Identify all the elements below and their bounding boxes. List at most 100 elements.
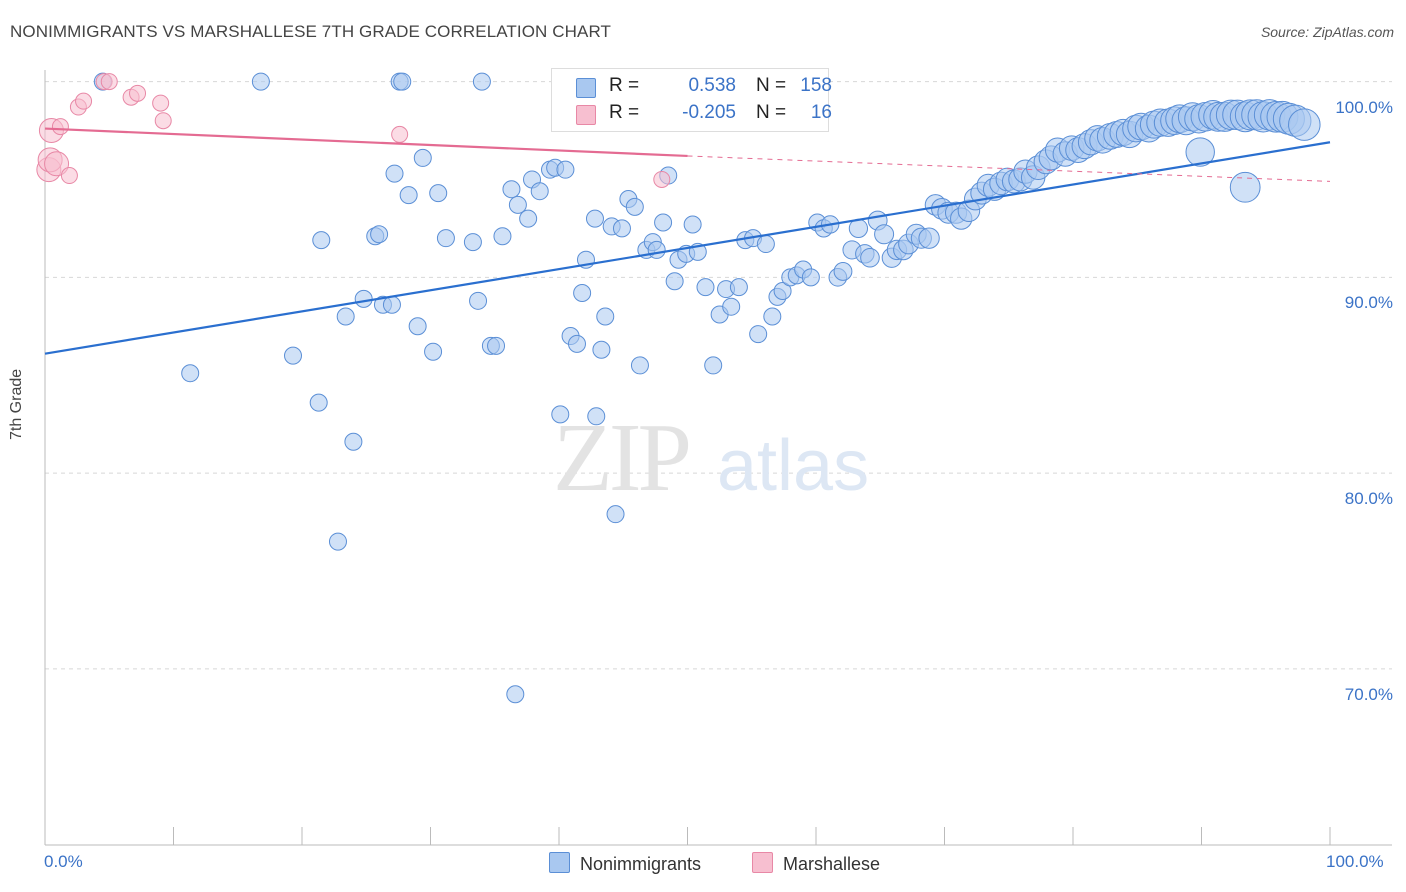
point-nonimmigrants (704, 356, 723, 375)
source-label: Source: ZipAtlas.com (1260, 24, 1394, 40)
point-nonimmigrants (683, 215, 702, 234)
axes (44, 70, 1392, 846)
legend-label: Nonimmigrants (580, 854, 702, 874)
point-nonimmigrants (722, 297, 741, 316)
point-nonimmigrants (382, 295, 401, 314)
point-nonimmigrants (556, 160, 575, 179)
legend-r-label: R = (609, 75, 640, 96)
trend-lines (44, 127, 1331, 355)
point-nonimmigrants (696, 278, 715, 297)
legend-n-value: 158 (800, 75, 832, 96)
legend-swatch-blue (549, 852, 570, 873)
point-nonimmigrants (573, 283, 592, 302)
legend-n-label: N = (756, 102, 787, 123)
point-marshallese (129, 84, 147, 102)
series-nonimmigrants (93, 72, 1321, 704)
point-nonimmigrants (763, 307, 782, 326)
point-nonimmigrants (354, 289, 373, 308)
x-tick-label-max: 100.0% (1326, 852, 1384, 871)
point-nonimmigrants (408, 317, 427, 336)
point-nonimmigrants (469, 291, 488, 310)
point-nonimmigrants (502, 180, 521, 199)
watermark-atlas: atlas (717, 426, 869, 506)
point-marshallese (44, 151, 70, 177)
point-nonimmigrants (312, 231, 331, 250)
point-nonimmigrants (647, 240, 666, 259)
trend-line-nonimmigrants (44, 141, 1331, 355)
point-marshallese (100, 73, 118, 91)
point-nonimmigrants (551, 405, 570, 424)
point-nonimmigrants (519, 209, 538, 228)
point-nonimmigrants (413, 148, 432, 167)
point-marshallese (653, 170, 671, 188)
point-nonimmigrants (370, 225, 389, 244)
point-nonimmigrants (493, 227, 512, 246)
point-nonimmigrants (612, 219, 631, 238)
point-nonimmigrants (506, 685, 525, 704)
point-nonimmigrants (436, 229, 455, 248)
point-nonimmigrants (592, 340, 611, 359)
point-nonimmigrants (756, 235, 775, 254)
watermark: ZIP atlas (553, 404, 869, 512)
point-nonimmigrants (860, 247, 880, 268)
point-nonimmigrants (874, 224, 895, 245)
legend-swatch-pink (576, 105, 596, 125)
point-nonimmigrants (1185, 137, 1215, 167)
series-marshallese (36, 73, 671, 188)
point-nonimmigrants (328, 532, 347, 551)
point-nonimmigrants (833, 262, 853, 281)
grid-lines (45, 81, 1392, 670)
point-nonimmigrants (463, 233, 482, 252)
point-nonimmigrants (665, 272, 684, 291)
legend-r-value: 0.538 (688, 75, 736, 96)
legend-item-marshallese[interactable]: Marshallese (752, 852, 880, 875)
point-nonimmigrants (344, 432, 363, 451)
point-marshallese (152, 94, 170, 112)
y-tick-label: 70.0% (1344, 684, 1393, 704)
legend-item-nonimmigrants[interactable]: Nonimmigrants (549, 852, 701, 875)
point-nonimmigrants (606, 505, 625, 524)
point-nonimmigrants (399, 186, 418, 205)
point-marshallese (60, 167, 78, 185)
watermark-zip: ZIP (553, 404, 688, 512)
point-nonimmigrants (336, 307, 355, 326)
point-nonimmigrants (625, 197, 644, 216)
legend-swatch-pink (752, 852, 773, 873)
point-nonimmigrants (385, 164, 404, 183)
point-nonimmigrants (251, 72, 270, 91)
point-nonimmigrants (587, 407, 606, 426)
point-nonimmigrants (918, 227, 940, 249)
correlation-legend: R = 0.538 N = 158 R = -0.205 N = 16 (551, 68, 832, 132)
point-nonimmigrants (1288, 108, 1321, 141)
point-nonimmigrants (749, 325, 768, 344)
x-tick-label-min: 0.0% (44, 852, 83, 871)
point-nonimmigrants (729, 278, 748, 297)
point-nonimmigrants (472, 72, 491, 91)
point-nonimmigrants (585, 209, 604, 228)
point-nonimmigrants (596, 307, 615, 326)
legend-label: Marshallese (783, 854, 881, 874)
point-marshallese (154, 112, 172, 130)
trend-line-marshallese (44, 127, 688, 158)
point-nonimmigrants (424, 342, 443, 361)
point-nonimmigrants (567, 334, 586, 353)
point-marshallese (51, 118, 69, 136)
point-nonimmigrants (284, 346, 303, 365)
legend-swatch-blue (576, 78, 596, 98)
y-tick-label: 90.0% (1344, 293, 1393, 313)
point-nonimmigrants (801, 268, 820, 287)
point-nonimmigrants (654, 213, 673, 232)
legend-r-label: R = (609, 102, 640, 123)
point-nonimmigrants (773, 282, 792, 301)
point-nonimmigrants (1229, 171, 1261, 203)
point-nonimmigrants (487, 336, 506, 355)
trend-line-marshallese-extended (687, 155, 1331, 182)
chart-title: NONIMMIGRANTS VS MARSHALLESE 7TH GRADE C… (10, 22, 612, 41)
legend-n-label: N = (756, 75, 787, 96)
point-nonimmigrants (429, 184, 448, 203)
point-nonimmigrants (181, 364, 200, 383)
point-nonimmigrants (309, 393, 328, 412)
y-tick-label: 80.0% (1344, 489, 1393, 509)
legend-n-value: 16 (810, 102, 832, 123)
